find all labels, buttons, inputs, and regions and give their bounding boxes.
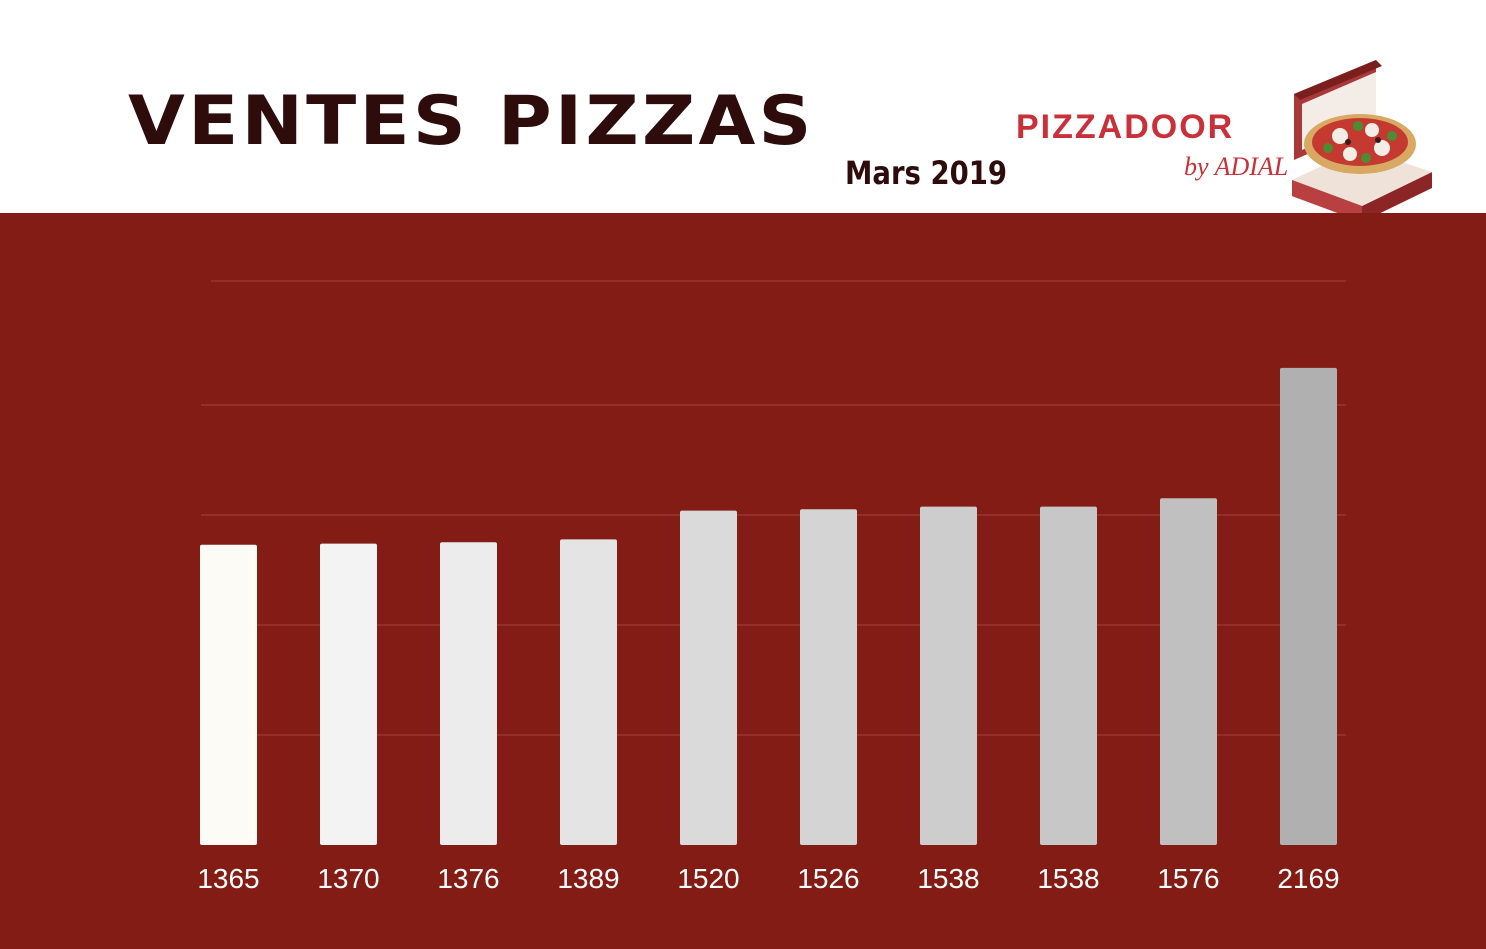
tick-label: 1376 — [437, 863, 499, 894]
brand-name: PIZZADOOR — [1016, 108, 1235, 146]
tick-label: 1538 — [917, 863, 979, 894]
header: VENTES PIZZAS Mars 2019 PIZZADOOR by ADI… — [0, 0, 1486, 222]
chart-area: 1365 1370 1376 1389 1520 1526 1538 1538 1576 2169 — [0, 213, 1486, 949]
bar — [440, 542, 497, 845]
brand-tagline: by ADIAL — [1184, 152, 1289, 181]
tick-label: 1576 — [1157, 863, 1219, 894]
bar — [200, 544, 257, 845]
bar — [920, 506, 977, 845]
tick-label: 1370 — [317, 863, 379, 894]
tick-label: 1538 — [1037, 863, 1099, 894]
bar — [560, 539, 617, 845]
bar — [800, 509, 857, 845]
page-title: VENTES PIZZAS — [128, 82, 815, 161]
brand-logo: PIZZADOOR by ADIAL — [1016, 108, 1288, 198]
pizza-box-icon — [1288, 56, 1438, 240]
tick-label: 2169 — [1277, 863, 1339, 894]
page-subtitle: Mars 2019 — [845, 154, 1008, 192]
tick-label: 1520 — [677, 863, 739, 894]
bar-chart: 1365 1370 1376 1389 1520 1526 1538 1538 1576 2169 — [197, 280, 1346, 894]
tick-label: 1365 — [197, 863, 259, 894]
bar — [320, 543, 377, 845]
bar — [1040, 506, 1097, 845]
tick-label: 1526 — [797, 863, 859, 894]
tick-label: 1389 — [557, 863, 619, 894]
bar — [1280, 367, 1337, 845]
bar — [680, 510, 737, 845]
bar — [1160, 498, 1217, 845]
